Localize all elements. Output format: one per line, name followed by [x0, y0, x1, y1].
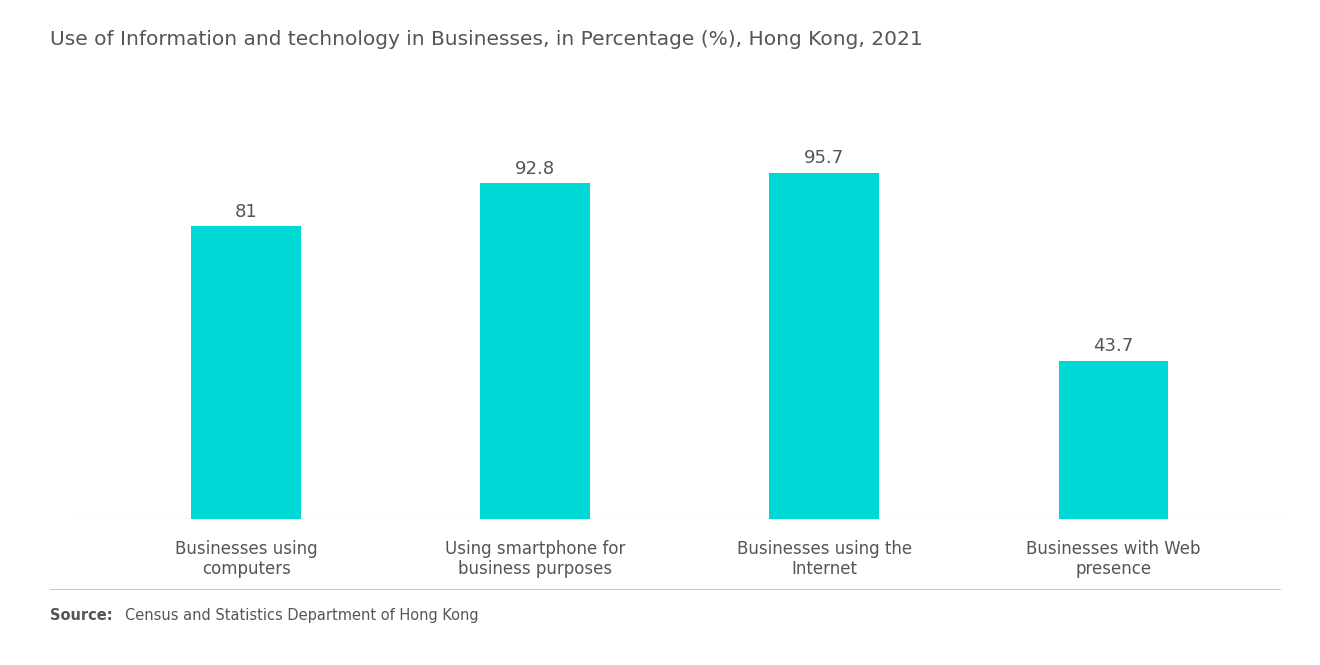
Text: 81: 81 — [235, 203, 257, 221]
Bar — [480, 184, 590, 519]
Text: 43.7: 43.7 — [1093, 337, 1134, 355]
Text: Census and Statistics Department of Hong Kong: Census and Statistics Department of Hong… — [125, 608, 479, 622]
Text: Source:: Source: — [50, 608, 112, 622]
Bar — [1059, 360, 1168, 519]
Bar — [770, 173, 879, 519]
Text: 92.8: 92.8 — [515, 160, 556, 178]
Bar — [191, 226, 301, 519]
Text: 95.7: 95.7 — [804, 150, 845, 168]
Text: Use of Information and technology in Businesses, in Percentage (%), Hong Kong, 2: Use of Information and technology in Bus… — [50, 30, 923, 49]
